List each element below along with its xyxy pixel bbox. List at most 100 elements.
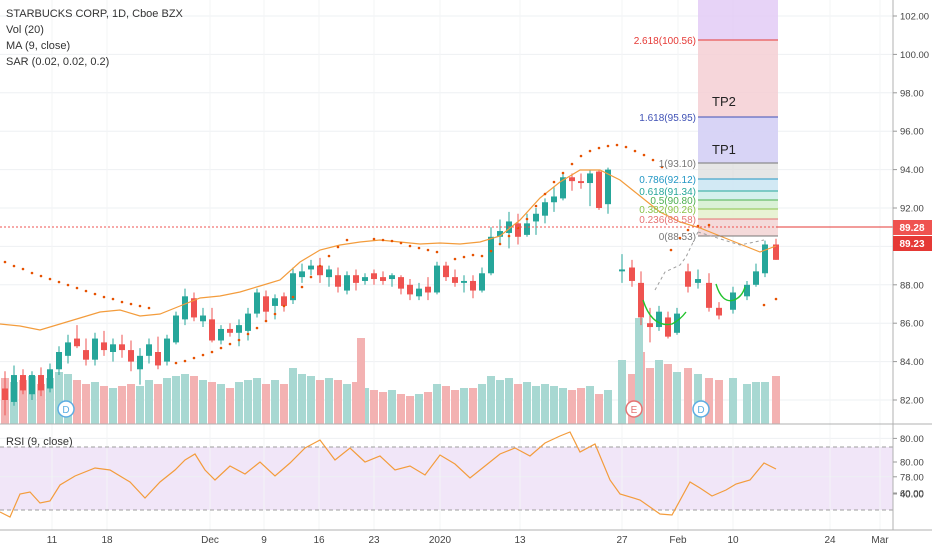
legend-ma[interactable]: MA (9, close) [6,40,71,52]
volume-bar [37,384,45,424]
event-marker[interactable]: D [692,400,710,418]
volume-bar [55,372,63,424]
candle [101,330,107,356]
sar-dot [183,359,187,363]
time-tick: 9 [261,535,267,546]
volume-bar [91,382,99,424]
sar-dot [129,302,133,306]
legend-rsi[interactable]: RSI (9, close) [6,436,73,448]
volume-bar [478,384,486,424]
candle [200,307,206,328]
sar-dot [291,295,295,299]
volume-bar [595,394,603,424]
candle [389,273,395,287]
fib-label: 0.5(90.80) [650,196,696,207]
candle [753,263,759,287]
volume-bar [73,380,81,424]
legend-sar[interactable]: SAR (0.02, 0.02, 0.2) [6,56,110,68]
volume-bar [253,378,261,424]
candle [191,292,197,322]
sar-dot [192,356,196,360]
candle [380,271,386,285]
sar-dot [12,264,16,268]
sar-dot [390,239,394,243]
sar-dot [624,145,628,149]
candle [227,323,233,337]
volume-bars [1,318,780,424]
volume-bar [127,384,135,424]
volume-bar [298,374,306,424]
event-marker[interactable]: E [625,400,643,418]
candle [362,273,368,285]
legend-symbol[interactable]: STARBUCKS CORP, 1D, Cboe BZX [6,8,183,20]
event-marker[interactable]: D [57,400,75,418]
sar-dot [633,149,637,153]
volume-bar [635,318,643,424]
volume-bar [388,390,396,424]
candle [47,363,53,393]
sar-dot [66,283,70,287]
volume-bar [163,378,171,424]
rsi-tick: 40.00 [900,490,924,501]
volume-bar [64,374,72,424]
volume-bar [628,374,636,424]
chart-legend: STARBUCKS CORP, 1D, Cboe BZX Vol (20) MA… [6,6,183,70]
candle [551,186,557,212]
volume-bar [415,394,423,424]
candle [470,275,476,299]
volume-bar [705,378,713,424]
sar-dots [3,143,778,365]
sar-dot [774,297,778,301]
volume-bar [743,384,751,424]
volume-bar [761,382,769,424]
time-tick: 18 [101,535,113,546]
candle [263,290,269,322]
candle [443,261,449,281]
candle [578,173,584,189]
rsi-line [0,431,777,518]
time-tick: 16 [313,535,325,546]
sar-dot [579,154,583,158]
candle [371,269,377,285]
volume-bar [772,376,780,424]
fib-zone-0382 [698,209,778,219]
fib-label: 0.786(92.12) [639,175,696,186]
candle [317,257,323,283]
sar-dot [480,254,484,258]
annotation-curve-left [642,299,687,326]
candle [308,259,314,276]
price-tick: 100.00 [900,50,929,61]
price-tick: 88.00 [900,280,924,291]
price-tick: 80.00 [900,434,924,445]
fib-zone-1618 [698,117,778,163]
price-tick: 92.00 [900,204,924,215]
sar-dot [399,241,403,245]
fib-zone-0618 [698,191,778,200]
volume-bar [752,382,760,424]
volume-bar [655,360,663,424]
volume-bar [343,384,351,424]
price-tick: 78.00 [900,472,924,483]
rsi-band [0,447,893,510]
sar-dot [507,234,511,238]
candle [236,319,242,347]
legend-vol[interactable]: Vol (20) [6,24,44,36]
candle [110,338,116,362]
candle [706,273,712,312]
time-tick: 10 [727,535,739,546]
fib-levels: 2.618(100.56) 1.618(95.95) 1(93.10) 0.786(9… [634,36,778,243]
volume-bar [424,392,432,424]
svg-text:D: D [62,405,69,416]
price-tick: 96.00 [900,127,924,138]
volume-bar [181,374,189,424]
last-price-value: 89.28 [899,223,924,234]
volume-bar [460,388,468,424]
candle [92,332,98,366]
candle [656,305,662,331]
sar-dot [75,286,79,290]
sar-dot [543,192,547,196]
candle [74,325,80,349]
sar-dot [219,346,223,350]
